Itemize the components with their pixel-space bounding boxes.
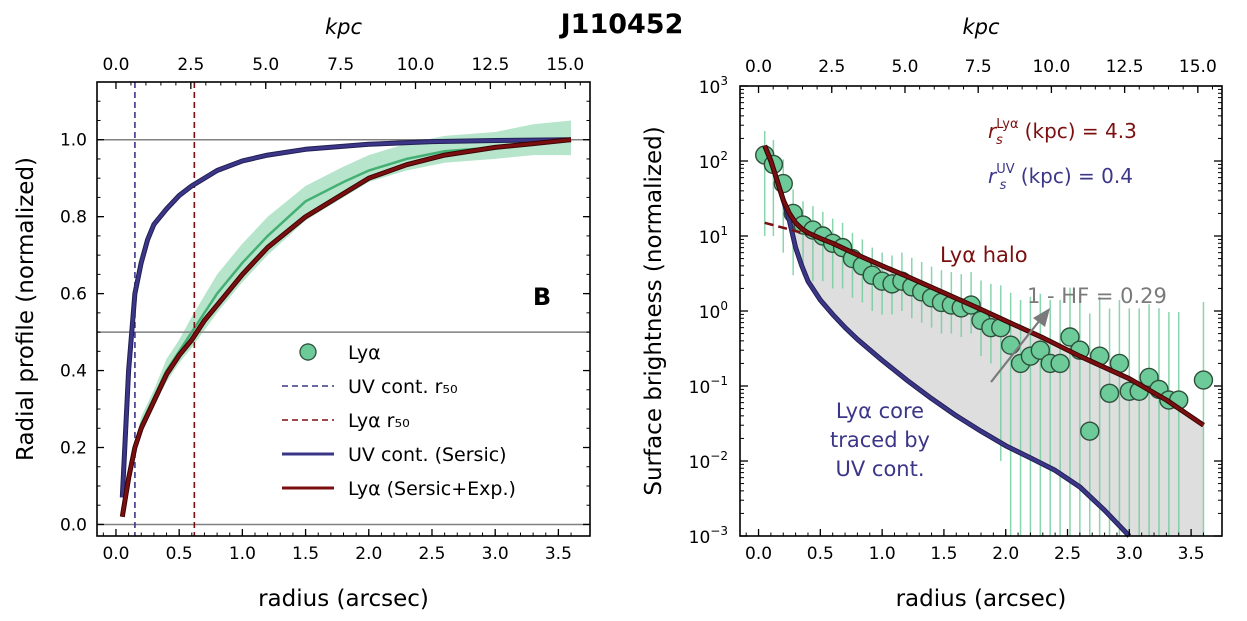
top-tick-label: 0.0	[102, 55, 129, 75]
lya-point	[1060, 327, 1080, 347]
right-x-axis-label: radius (arcsec)	[896, 586, 1067, 612]
x-tick-label: 3.0	[1116, 544, 1143, 564]
legend-label: Lyα r₅₀	[348, 410, 410, 432]
hf-arrow-head	[1033, 308, 1050, 327]
rs-uv-label: rUV s (kpc) = 0.4	[988, 162, 1133, 193]
left-top-axis-label: kpc	[325, 15, 362, 39]
core-label-line: UV cont.	[835, 457, 924, 481]
right-top-axis-label: kpc	[962, 15, 999, 39]
lya-sersic-exp-line	[120, 138, 572, 518]
top-tick-label: 15.0	[1179, 57, 1217, 77]
x-tick-label: 3.0	[482, 544, 509, 564]
halo-label: Lyα halo	[940, 243, 1028, 267]
top-tick-label: 5.0	[252, 55, 279, 75]
uv-sersic-line	[120, 138, 572, 498]
panel-label: B	[533, 283, 551, 311]
halo-extrapolation-dashed	[764, 221, 809, 236]
y-tick-label: 103	[699, 74, 728, 98]
y-tick-label: 10−1	[689, 374, 728, 398]
top-tick-label: 15.0	[546, 55, 584, 75]
x-tick-label: 1.0	[869, 544, 896, 564]
x-tick-label: 0.5	[166, 544, 193, 564]
rs-lya-label: rLyα s (kpc) = 4.3	[988, 117, 1137, 148]
y-tick-label: 1.0	[60, 131, 87, 151]
x-tick-label: 2.5	[418, 544, 445, 564]
top-tick-label: 0.0	[745, 57, 772, 77]
lya-band-area	[122, 120, 572, 517]
y-tick-label: 10−2	[689, 449, 728, 473]
top-tick-label: 7.5	[327, 55, 354, 75]
x-tick-label: 1.5	[292, 544, 319, 564]
sb-model-series	[762, 144, 1205, 538]
figure-title: J110452	[559, 9, 684, 40]
y-tick-label: 0.4	[60, 362, 87, 382]
legend-label: UV cont. (Sersic)	[348, 444, 507, 466]
y-tick-label: 100	[699, 299, 728, 323]
lya-point	[1050, 353, 1070, 374]
right-panel-surface-brightness: 0.0 0.5 1.0 1.5 2.0 2.5 3.0 3.5 10−3 10−2 10−1 100 1…	[641, 15, 1223, 612]
x-tick-label: 2.0	[992, 544, 1019, 564]
lya-sersic-exp-line	[763, 145, 1205, 427]
x-tick-label: 3.5	[1178, 544, 1205, 564]
lya-point	[1030, 340, 1051, 360]
legend: Lyα UV cont. r₅₀ Lyα r₅₀ UV cont. (Sersic) L…	[282, 342, 516, 500]
x-tick-label: 0.0	[745, 544, 772, 564]
legend-label: UV cont. r₅₀	[348, 376, 458, 398]
profile-series	[119, 137, 572, 518]
x-tick-label: 1.0	[229, 544, 256, 564]
y-tick-label: 0.6	[60, 285, 87, 305]
lya-point	[1193, 370, 1214, 390]
top-tick-label: 2.5	[177, 55, 204, 75]
legend-label: Lyα	[348, 342, 381, 364]
lya-point	[1099, 383, 1120, 403]
top-tick-label: 12.5	[1106, 57, 1144, 77]
lya-error-bars	[763, 131, 1205, 536]
reference-hlines	[97, 138, 590, 526]
top-tick-label: 2.5	[818, 57, 845, 77]
core-label-line: Lyα core	[836, 399, 924, 423]
left-plot-frame	[96, 81, 591, 537]
core-label-line: traced by	[830, 428, 930, 452]
lya-point	[1000, 335, 1021, 355]
top-tick-label: 7.5	[965, 57, 992, 77]
y-tick-label: 102	[699, 149, 728, 173]
y-tick-label: 0.0	[60, 515, 87, 535]
top-tick-label: 12.5	[471, 55, 509, 75]
right-plot-frame	[739, 85, 1223, 537]
top-tick-label: 10.0	[397, 55, 435, 75]
lya-point	[1080, 421, 1100, 441]
left-axis-ticks: 0.0 0.5 1.0 1.5 2.0 2.5 3.0 3.5 0.0 0.2 0.4 0.6 0.8 1…	[60, 55, 590, 564]
x-tick-label: 3.5	[545, 544, 572, 564]
legend-label: Lyα (Sersic+Exp.)	[348, 478, 516, 500]
left-x-axis-label: radius (arcsec)	[258, 586, 429, 612]
x-tick-label: 2.0	[355, 544, 382, 564]
right-y-axis-label: Surface brightness (normalized)	[641, 126, 667, 495]
legend-marker-lya	[299, 343, 317, 361]
y-tick-label: 101	[699, 224, 728, 248]
hf-arrow-shaft	[990, 319, 1041, 383]
x-tick-label: 2.5	[1054, 544, 1081, 564]
y-tick-label: 0.2	[60, 439, 87, 459]
x-tick-label: 1.5	[930, 544, 957, 564]
left-panel-radial-profile: 0.0 0.5 1.0 1.5 2.0 2.5 3.0 3.5 0.0 0.2 0.4 0.6 0.8 1…	[13, 15, 591, 612]
hf-label: 1 - HF = 0.29	[1027, 284, 1167, 308]
top-tick-label: 10.0	[1032, 57, 1070, 77]
r50-vlines	[134, 82, 196, 536]
y-tick-label: 0.8	[60, 208, 87, 228]
annotations: Lyα halo Lyα core traced by UV cont. 1 - HF …	[830, 117, 1167, 481]
top-tick-label: 5.0	[891, 57, 918, 77]
halo-fraction-fill	[764, 145, 1204, 536]
left-y-axis-label: Radial profile (normalized)	[13, 157, 39, 461]
x-tick-label: 0.5	[807, 544, 834, 564]
x-tick-label: 0.0	[102, 544, 129, 564]
y-tick-label: 10−3	[689, 524, 728, 548]
